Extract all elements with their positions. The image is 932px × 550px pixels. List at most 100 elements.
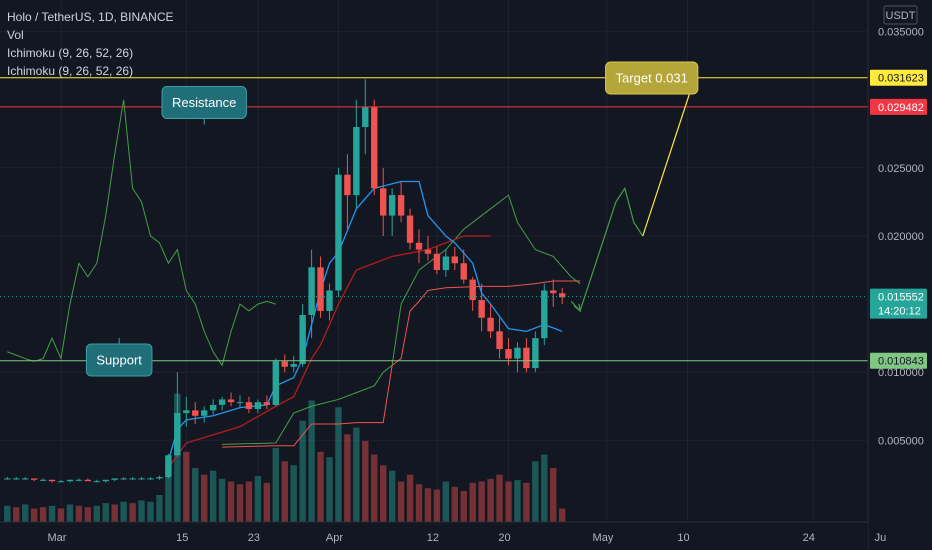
candle-body[interactable] bbox=[487, 317, 494, 332]
indicator-ichimoku-1[interactable]: Ichimoku (9, 26, 52, 26) bbox=[7, 46, 134, 60]
candle-body[interactable] bbox=[39, 479, 47, 481]
candle-body[interactable] bbox=[245, 402, 253, 409]
candle-body[interactable] bbox=[415, 242, 423, 250]
target-price-tag[interactable] bbox=[870, 69, 927, 86]
candle-body[interactable] bbox=[424, 249, 432, 254]
y-tick-label: 0.005000 bbox=[878, 435, 924, 447]
candle-body[interactable] bbox=[451, 256, 458, 264]
annotation-support[interactable]: Support bbox=[85, 343, 153, 377]
candle-body[interactable] bbox=[460, 263, 467, 280]
candle-body[interactable] bbox=[66, 479, 74, 482]
candle-body[interactable] bbox=[469, 279, 476, 301]
volume-bar bbox=[344, 434, 351, 522]
candle-body[interactable] bbox=[48, 479, 56, 482]
support-price-tag[interactable] bbox=[870, 352, 927, 369]
y-tick-label: 0.035000 bbox=[878, 27, 924, 39]
projection-arrow-head bbox=[573, 303, 581, 313]
candle-body[interactable] bbox=[371, 106, 378, 189]
x-tick-label: 20 bbox=[498, 532, 510, 544]
candle-body[interactable] bbox=[550, 290, 557, 294]
volume-bar bbox=[254, 476, 262, 522]
indicator-ichimoku-2[interactable]: Ichimoku (9, 26, 52, 26) bbox=[7, 64, 134, 78]
candle-body[interactable] bbox=[281, 361, 288, 367]
annotation-resistance[interactable]: Resistance bbox=[161, 86, 247, 120]
annotation-target-0-031[interactable]: Target 0.031 bbox=[605, 61, 699, 95]
candle-body[interactable] bbox=[84, 479, 92, 482]
candle-body[interactable] bbox=[156, 477, 163, 479]
candle-body[interactable] bbox=[147, 478, 154, 480]
price-axis[interactable] bbox=[868, 0, 932, 550]
volume-bar bbox=[442, 481, 450, 522]
volume-bar bbox=[129, 503, 136, 522]
candle-body[interactable] bbox=[263, 402, 271, 405]
target-price-label: 0.031623 bbox=[878, 73, 924, 85]
volume-bar bbox=[66, 504, 74, 522]
candle-body[interactable] bbox=[514, 347, 521, 359]
candle-body[interactable] bbox=[541, 290, 548, 339]
candle-body[interactable] bbox=[209, 404, 217, 411]
candle-body[interactable] bbox=[4, 478, 11, 480]
candle-body[interactable] bbox=[174, 413, 181, 456]
candle-body[interactable] bbox=[317, 267, 324, 311]
candle-body[interactable] bbox=[129, 478, 136, 480]
candle-body[interactable] bbox=[308, 267, 315, 315]
candle-body[interactable] bbox=[111, 478, 118, 480]
candle-body[interactable] bbox=[433, 253, 441, 271]
candle-body[interactable] bbox=[236, 402, 244, 404]
volume-bar bbox=[75, 505, 83, 522]
candle-body[interactable] bbox=[397, 195, 405, 216]
candle-body[interactable] bbox=[478, 300, 485, 318]
candle-body[interactable] bbox=[102, 479, 109, 482]
candle-body[interactable] bbox=[290, 364, 297, 367]
projection bbox=[570, 71, 699, 313]
volume-bar bbox=[371, 454, 378, 522]
volume-bar bbox=[451, 486, 458, 522]
candle-body[interactable] bbox=[496, 331, 503, 350]
candle-body[interactable] bbox=[388, 195, 396, 216]
current-price-tag[interactable] bbox=[870, 288, 927, 319]
candle-body[interactable] bbox=[272, 361, 279, 405]
indicator-vol[interactable]: Vol bbox=[7, 28, 24, 42]
candle-body[interactable] bbox=[299, 314, 306, 365]
candle-body[interactable] bbox=[22, 478, 29, 480]
volume-bar bbox=[487, 478, 494, 522]
candle-body[interactable] bbox=[227, 399, 235, 403]
candle-body[interactable] bbox=[523, 347, 530, 369]
volume-bar bbox=[183, 451, 190, 522]
candle-body[interactable] bbox=[532, 338, 539, 369]
volume-bars bbox=[4, 393, 566, 522]
volume-bar bbox=[201, 474, 208, 522]
volume-bar bbox=[380, 465, 387, 522]
candle-body[interactable] bbox=[380, 188, 387, 216]
candle-body[interactable] bbox=[183, 410, 190, 414]
candle-body[interactable] bbox=[559, 293, 566, 298]
candle-body[interactable] bbox=[505, 349, 512, 359]
candle-body[interactable] bbox=[353, 127, 360, 196]
time-axis[interactable] bbox=[0, 522, 868, 550]
candle-body[interactable] bbox=[344, 174, 351, 196]
candle-body[interactable] bbox=[406, 215, 414, 243]
candle-body[interactable] bbox=[335, 174, 342, 291]
candle-body[interactable] bbox=[362, 106, 369, 128]
candle-body[interactable] bbox=[442, 256, 450, 271]
volume-bar bbox=[48, 505, 56, 522]
chart-legend: Holo / TetherUS, 1D, BINANCE Vol Ichimok… bbox=[7, 8, 174, 80]
candle-body[interactable] bbox=[93, 481, 100, 483]
candle-body[interactable] bbox=[165, 455, 172, 478]
candle-body[interactable] bbox=[192, 410, 199, 416]
candle-body[interactable] bbox=[120, 478, 127, 480]
candle-body[interactable] bbox=[13, 478, 20, 480]
candle-body[interactable] bbox=[75, 479, 83, 481]
candle-body[interactable] bbox=[218, 399, 226, 405]
candle-body[interactable] bbox=[138, 478, 145, 480]
annotation-box bbox=[605, 61, 699, 95]
candle-body[interactable] bbox=[57, 481, 65, 483]
symbol-title[interactable]: Holo / TetherUS, 1D, BINANCE bbox=[7, 10, 174, 24]
candle-body[interactable] bbox=[30, 478, 38, 480]
candle-body[interactable] bbox=[201, 410, 208, 416]
currency-box[interactable] bbox=[883, 5, 918, 25]
candle-body[interactable] bbox=[254, 402, 262, 409]
candle-body[interactable] bbox=[326, 290, 333, 311]
resistance-price-tag[interactable] bbox=[870, 98, 927, 115]
